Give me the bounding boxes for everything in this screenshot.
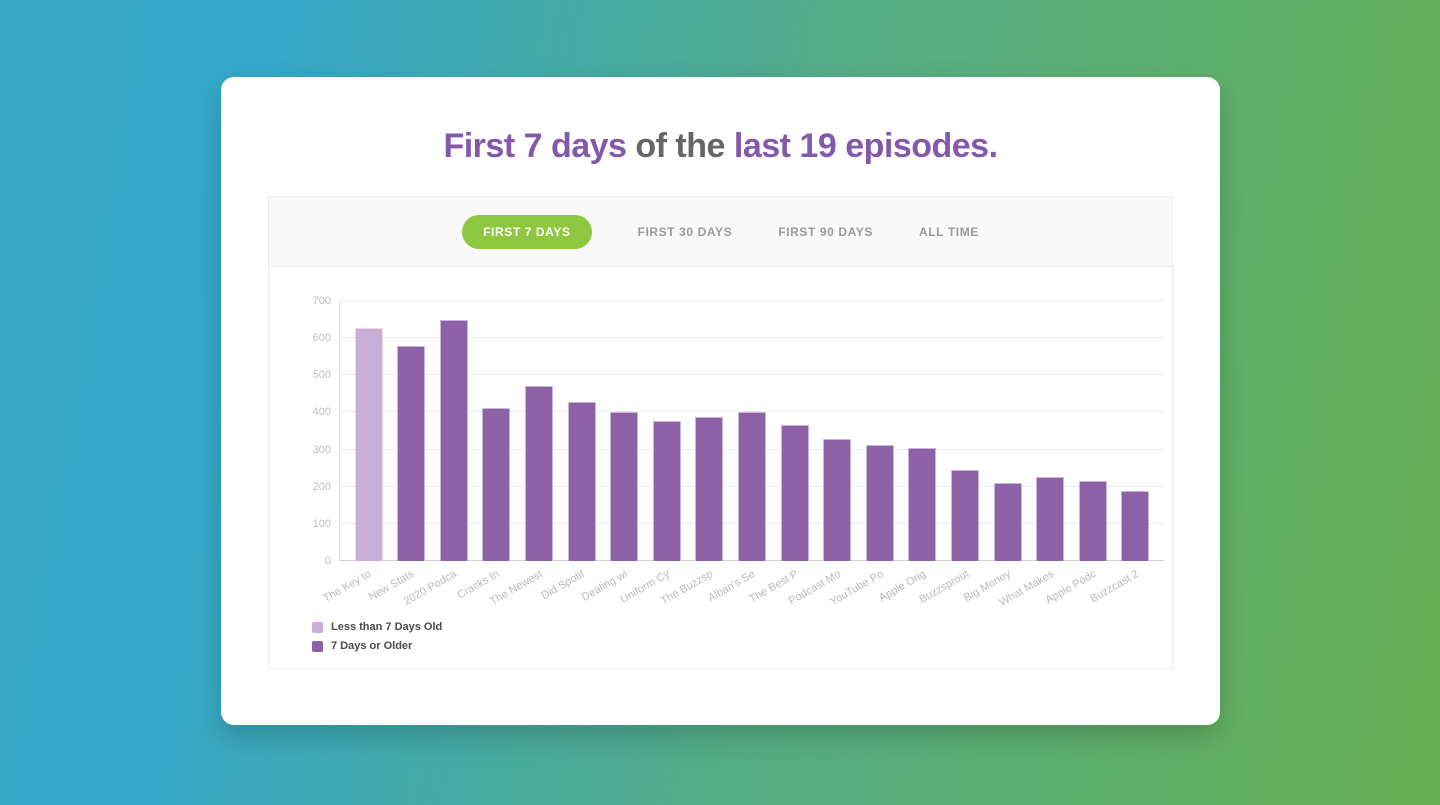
bar-4[interactable] bbox=[482, 407, 511, 561]
y-tick-label-400: 400 bbox=[312, 406, 331, 419]
legend-swatch-icon bbox=[312, 640, 323, 652]
bar-15[interactable] bbox=[950, 470, 979, 561]
title-plain: of the bbox=[626, 127, 734, 165]
title-highlight-first: First 7 days bbox=[443, 127, 627, 165]
title-highlight-last: last 19 episodes. bbox=[733, 127, 998, 165]
legend-swatch-icon bbox=[312, 621, 323, 633]
bar-19[interactable] bbox=[1121, 491, 1150, 561]
bar-1[interactable] bbox=[354, 328, 383, 561]
bar-13[interactable] bbox=[865, 445, 894, 561]
x-label: The Key to bbox=[321, 568, 374, 605]
bar-14[interactable] bbox=[908, 448, 937, 561]
gridline-500 bbox=[340, 374, 1164, 376]
tab-first-30-days[interactable]: FIRST 30 DAYS bbox=[637, 224, 733, 239]
bar-9[interactable] bbox=[695, 416, 724, 561]
gridline-600 bbox=[340, 337, 1164, 339]
y-tick-label-200: 200 bbox=[312, 480, 331, 493]
bar-12[interactable] bbox=[823, 439, 852, 561]
plot-area: 0 100 200 300 400 500 600 700 bbox=[313, 295, 1164, 567]
legend-item-1[interactable]: Less than 7 Days Old bbox=[312, 621, 1152, 633]
y-tick-label-700: 700 bbox=[312, 295, 331, 307]
stats-card: First 7 days of the last 19 episodes. FI… bbox=[221, 77, 1220, 725]
y-tick-label-500: 500 bbox=[312, 369, 331, 382]
legend-label: 7 Days or Older bbox=[331, 640, 413, 652]
tab-first-90-days[interactable]: FIRST 90 DAYS bbox=[778, 224, 873, 239]
y-tick-label-300: 300 bbox=[312, 443, 331, 456]
bar-17[interactable] bbox=[1036, 477, 1065, 561]
chart-panel: FIRST 7 DAYS FIRST 30 DAYS FIRST 90 DAYS… bbox=[268, 196, 1173, 669]
bar-7[interactable] bbox=[610, 412, 639, 561]
y-tick-label-600: 600 bbox=[312, 332, 331, 345]
bar-5[interactable] bbox=[524, 386, 553, 561]
gridline-400 bbox=[340, 411, 1164, 413]
bar-18[interactable] bbox=[1078, 480, 1107, 561]
bar-3[interactable] bbox=[439, 320, 468, 561]
chart-legend: Less than 7 Days Old 7 Days or Older bbox=[312, 621, 1152, 652]
bar-2[interactable] bbox=[397, 345, 426, 561]
bars-container bbox=[340, 301, 1164, 561]
page-title: First 7 days of the last 19 episodes. bbox=[221, 127, 1220, 166]
legend-item-2[interactable]: 7 Days or Older bbox=[312, 640, 1152, 652]
bar-8[interactable] bbox=[652, 421, 681, 561]
bar-10[interactable] bbox=[737, 412, 766, 561]
bar-16[interactable] bbox=[993, 482, 1022, 561]
bar-chart: 0 100 200 300 400 500 600 700 The Key to New Sta… bbox=[269, 267, 1172, 668]
time-range-tabbar: FIRST 7 DAYS FIRST 30 DAYS FIRST 90 DAYS… bbox=[269, 197, 1172, 267]
x-label-cell-19: Buzzcast 2 bbox=[1089, 561, 1149, 615]
tab-first-7-days[interactable]: FIRST 7 DAYS bbox=[462, 214, 592, 249]
bar-11[interactable] bbox=[780, 425, 809, 561]
legend-label: Less than 7 Days Old bbox=[331, 621, 443, 633]
gridline-700 bbox=[340, 300, 1164, 301]
y-tick-label-100: 100 bbox=[312, 517, 331, 530]
y-tick-label-0: 0 bbox=[324, 555, 331, 567]
tab-all-time[interactable]: ALL TIME bbox=[918, 224, 979, 239]
x-axis-labels: The Key to New Stats 2020 Podca Cracks In Th… bbox=[322, 561, 1164, 615]
bar-6[interactable] bbox=[567, 402, 596, 561]
